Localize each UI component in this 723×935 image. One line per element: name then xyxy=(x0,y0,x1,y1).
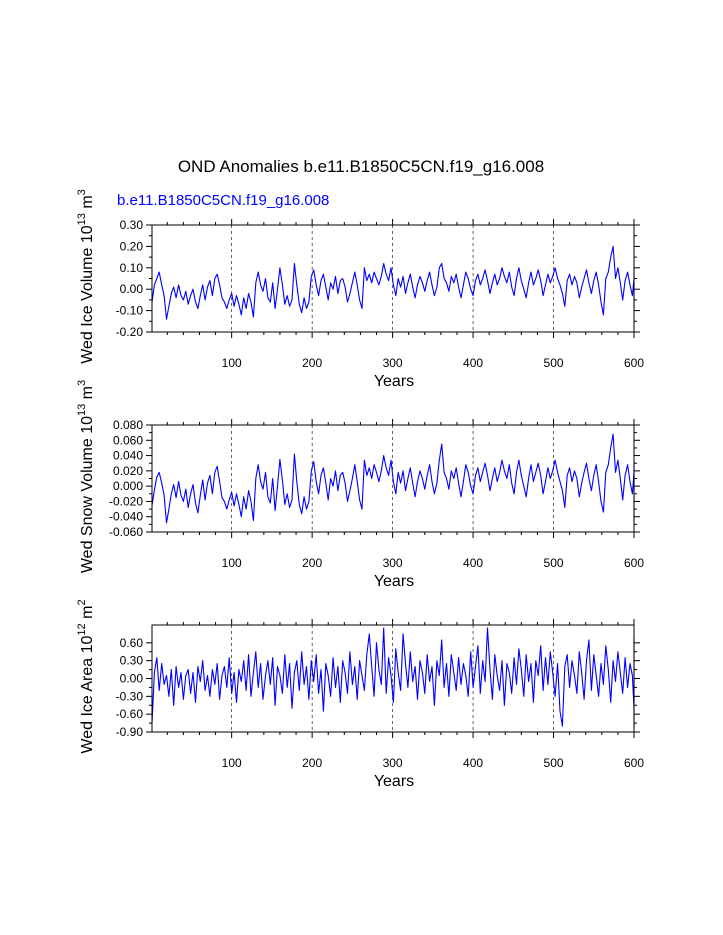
chart-subtitle: b.e11.B1850C5CN.f19_g16.008 xyxy=(117,192,329,209)
y-tick-label: 0.080 xyxy=(113,418,143,432)
y-axis-title: Wed Ice Volume 1013 m3 xyxy=(76,189,96,364)
x-tick-label: 100 xyxy=(222,356,242,370)
x-tick-label: 200 xyxy=(302,756,322,770)
y-axis-title: Wed Ice Area 1012 m2 xyxy=(76,599,96,753)
x-tick-label: 100 xyxy=(222,756,242,770)
x-tick-label: 200 xyxy=(302,356,322,370)
series-line xyxy=(151,433,635,524)
y-axis-title-part: m xyxy=(79,386,96,404)
y-tick-label: 0.10 xyxy=(120,261,144,275)
x-tick-label: 400 xyxy=(463,756,483,770)
x-tick-label: 600 xyxy=(624,756,644,770)
y-axis-title-superscript: 12 xyxy=(76,623,88,635)
x-tick-label: 500 xyxy=(544,356,564,370)
y-tick-label: 0.30 xyxy=(120,654,144,668)
x-tick-label: 500 xyxy=(544,556,564,570)
y-tick-label: -0.90 xyxy=(116,725,144,739)
y-tick-label: 0.060 xyxy=(113,433,143,447)
y-tick-label: -0.20 xyxy=(116,325,144,339)
y-tick-label: 0.30 xyxy=(120,218,144,232)
x-axis-title: Years xyxy=(374,373,414,390)
y-axis-title-superscript: 13 xyxy=(76,404,88,416)
y-axis-title-superscript: 13 xyxy=(76,213,88,225)
chart-title: OND Anomalies b.e11.B1850C5CN.f19_g16.00… xyxy=(178,157,544,176)
x-tick-label: 400 xyxy=(463,556,483,570)
y-tick-label: 0.040 xyxy=(113,449,143,463)
x-tick-label: 500 xyxy=(544,756,564,770)
x-tick-label: 300 xyxy=(383,556,403,570)
y-tick-label: -0.60 xyxy=(116,707,144,721)
y-axis-title-superscript: 3 xyxy=(76,380,88,386)
y-tick-label: 0.60 xyxy=(120,636,144,650)
y-tick-label: -0.020 xyxy=(109,494,143,508)
y-axis-title-superscript: 2 xyxy=(76,599,88,605)
x-axis-title: Years xyxy=(374,573,414,590)
x-tick-label: 400 xyxy=(463,356,483,370)
x-tick-label: 200 xyxy=(302,556,322,570)
y-tick-label: -0.060 xyxy=(109,525,143,539)
y-tick-label: 0.00 xyxy=(120,282,144,296)
x-tick-label: 100 xyxy=(222,556,242,570)
y-axis-title: Wed Snow Volume 1013 m3 xyxy=(76,380,96,573)
y-axis-title-part: m xyxy=(79,195,96,213)
panels: 100 200 300 400 500 600 0.30 0.20 0.10 0.00 -0.10 -… xyxy=(76,189,644,790)
y-axis-title-superscript: 3 xyxy=(76,189,88,195)
y-axis-title-part: m xyxy=(79,606,96,624)
y-tick-label: 0.00 xyxy=(120,672,144,686)
y-tick-label: -0.040 xyxy=(109,510,143,524)
x-axis-title: Years xyxy=(374,773,414,790)
y-axis-title-part: Wed Ice Area 10 xyxy=(79,635,96,753)
plot-frame xyxy=(151,624,635,733)
y-tick-label: 0.20 xyxy=(120,239,144,253)
y-tick-label: 0.020 xyxy=(113,464,143,478)
y-tick-label: -0.10 xyxy=(116,304,144,318)
x-tick-label: 600 xyxy=(624,356,644,370)
y-axis-title-part: Wed Snow Volume 10 xyxy=(79,416,96,573)
y-axis-title-part: Wed Ice Volume 10 xyxy=(79,225,96,364)
x-tick-label: 300 xyxy=(383,356,403,370)
x-tick-label: 600 xyxy=(624,556,644,570)
y-tick-label: 0.000 xyxy=(113,479,143,493)
series-line xyxy=(151,245,635,320)
y-tick-label: -0.30 xyxy=(116,689,144,703)
panel-1: 100 200 300 400 500 600 0.30 0.20 0.10 0.00 -0.10 -… xyxy=(76,189,644,390)
panel-3: 100 200 300 400 500 600 0.60 0.30 0.00 -0.30 -0.60… xyxy=(76,599,644,790)
x-tick-label: 300 xyxy=(383,756,403,770)
series-line xyxy=(151,627,635,730)
